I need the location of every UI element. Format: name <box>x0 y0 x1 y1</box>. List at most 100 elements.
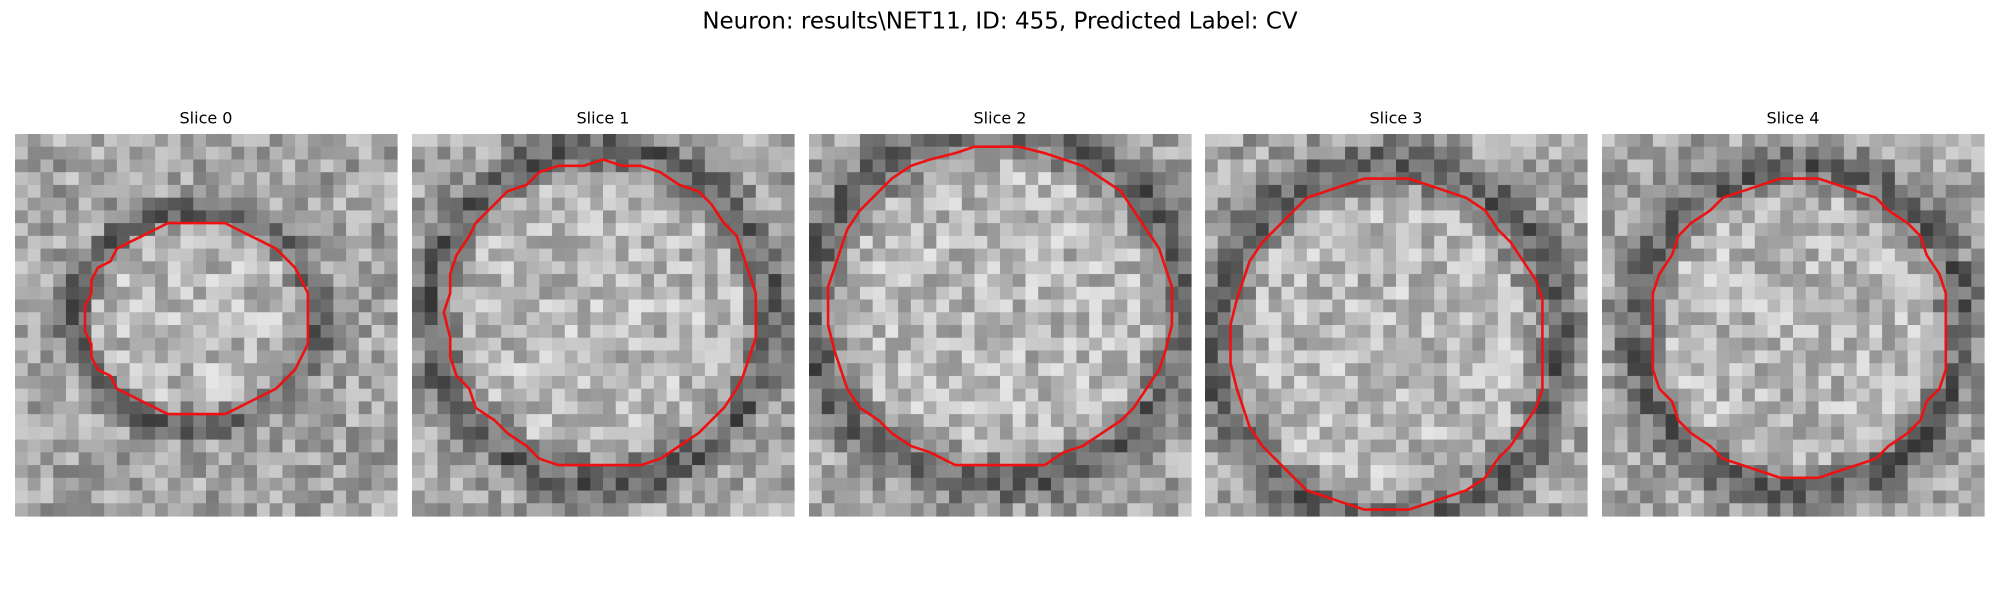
pixel <box>961 350 976 364</box>
pixel <box>1101 375 1116 390</box>
pixel <box>462 452 477 466</box>
pixel <box>1063 503 1077 517</box>
pixel <box>974 452 988 466</box>
pixel <box>949 439 963 453</box>
pixel <box>1627 426 1641 441</box>
pixel <box>1907 388 1921 402</box>
pixel <box>898 159 912 173</box>
pixel <box>231 503 245 517</box>
pixel <box>1665 159 1679 173</box>
pixel <box>1882 426 1896 441</box>
pixel <box>898 414 912 428</box>
pixel <box>872 375 886 390</box>
pixel <box>768 248 782 262</box>
pixel <box>1497 312 1512 326</box>
pixel <box>1920 134 1934 148</box>
pixel <box>1230 490 1244 504</box>
pixel <box>564 312 579 326</box>
pixel <box>1640 388 1654 402</box>
pixel <box>320 439 334 453</box>
pixel <box>1114 197 1128 211</box>
pixel <box>539 286 553 301</box>
pixel <box>1127 146 1141 161</box>
pixel <box>1945 172 1960 186</box>
pixel <box>1523 248 1537 262</box>
pixel <box>193 439 207 453</box>
pixel <box>1754 503 1769 517</box>
pixel <box>1561 235 1575 250</box>
pixel <box>333 184 347 199</box>
pixel <box>1178 337 1192 352</box>
pixel <box>834 134 848 148</box>
pixel <box>65 235 80 250</box>
pixel <box>412 477 426 492</box>
pixel <box>1907 312 1921 326</box>
pixel <box>1038 184 1052 199</box>
pixel <box>872 350 886 364</box>
pixel <box>949 375 963 390</box>
pixel <box>1294 439 1308 453</box>
pixel <box>1869 375 1883 390</box>
pixel <box>371 388 385 402</box>
pixel <box>333 465 347 479</box>
pixel <box>974 159 988 173</box>
pixel <box>590 286 604 301</box>
pixel <box>641 350 655 364</box>
pixel <box>704 172 719 186</box>
pixel <box>603 299 617 313</box>
pixel <box>809 223 823 237</box>
pixel <box>730 401 744 415</box>
pixel <box>384 477 398 492</box>
pixel <box>256 223 271 237</box>
pixel <box>641 439 655 453</box>
pixel <box>65 401 80 415</box>
pixel <box>91 210 105 224</box>
pixel <box>768 426 782 441</box>
pixel <box>244 325 258 339</box>
pixel <box>730 197 744 211</box>
pixel <box>27 426 42 441</box>
pixel <box>1408 184 1423 199</box>
pixel <box>859 325 874 339</box>
pixel <box>1716 299 1730 313</box>
pixel <box>1357 286 1372 301</box>
pixel <box>1205 159 1219 173</box>
pixel <box>307 312 322 326</box>
pixel <box>1652 172 1667 186</box>
pixel <box>1140 134 1154 148</box>
pixel <box>834 388 848 402</box>
pixel <box>1063 223 1077 237</box>
pixel <box>666 350 680 364</box>
pixel <box>53 401 67 415</box>
pixel <box>346 146 360 161</box>
pixel <box>1038 159 1052 173</box>
pixel <box>1050 134 1065 148</box>
pixel <box>1933 172 1947 186</box>
pixel <box>1281 261 1295 275</box>
pixel <box>1945 184 1960 199</box>
pixel <box>859 439 874 453</box>
pixel <box>704 248 719 262</box>
pixel <box>692 248 706 262</box>
pixel <box>1497 503 1512 517</box>
pixel <box>1459 146 1473 161</box>
pixel <box>371 426 385 441</box>
pixel <box>53 388 67 402</box>
pixel <box>1640 414 1654 428</box>
pixel <box>1548 235 1563 250</box>
pixel <box>1678 184 1692 199</box>
pixel <box>244 210 258 224</box>
pixel <box>552 235 566 250</box>
pixel <box>949 172 963 186</box>
pixel <box>1971 172 1985 186</box>
pixel <box>1063 426 1077 441</box>
pixel <box>155 490 169 504</box>
pixel <box>412 134 426 148</box>
pixel <box>885 503 899 517</box>
pixel <box>1000 414 1014 428</box>
pixel <box>206 414 220 428</box>
pixel <box>1602 159 1616 173</box>
pixel <box>1793 325 1807 339</box>
pixel <box>692 235 706 250</box>
